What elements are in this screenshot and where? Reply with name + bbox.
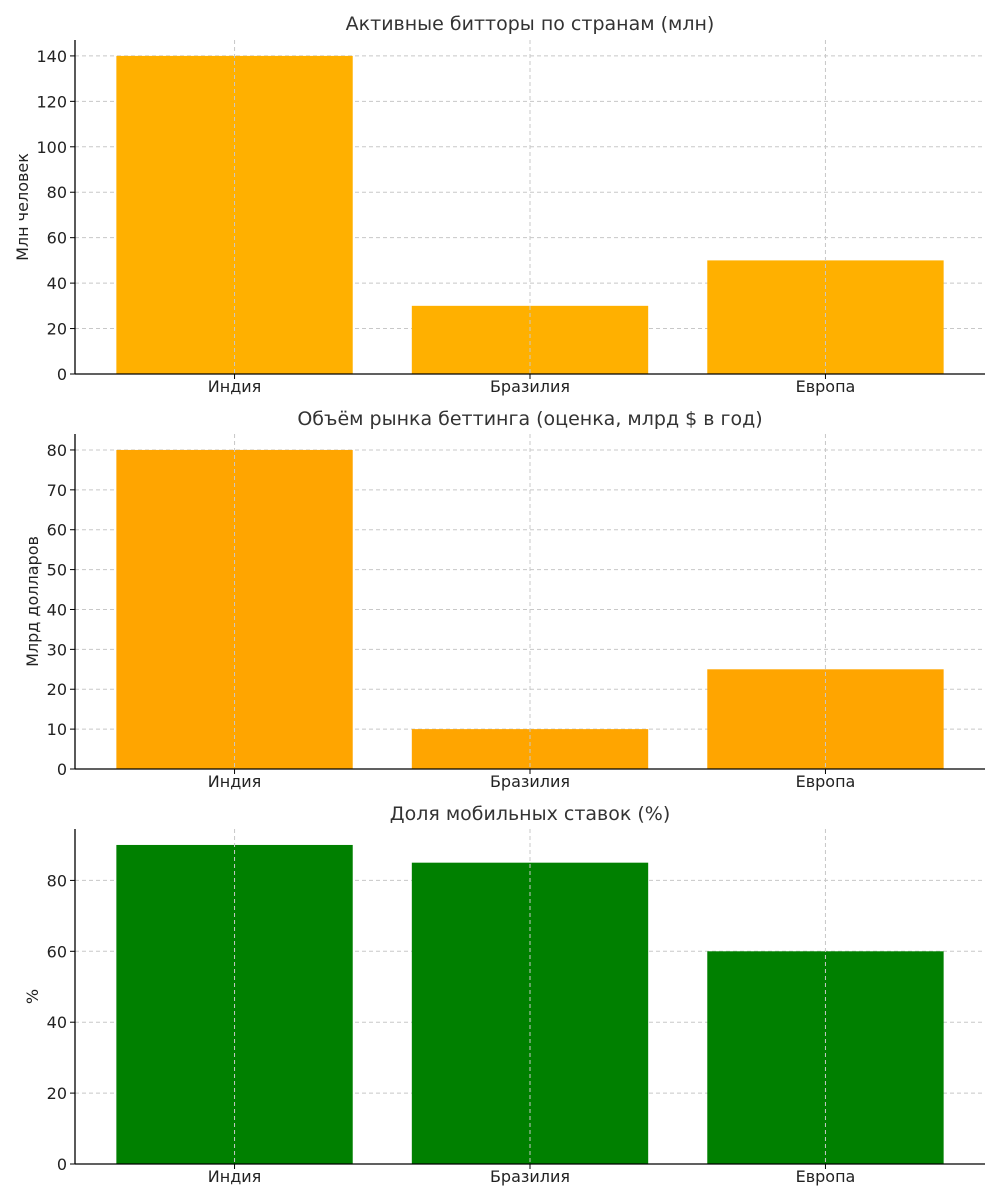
y-tick-label: 100: [36, 138, 67, 157]
chart-market-volume: Объём рынка беттинга (оценка, млрд $ в г…: [23, 408, 985, 791]
x-tick-label: Бразилия: [490, 772, 570, 791]
y-tick-label: 40: [47, 274, 67, 293]
x-tick-label: Европа: [796, 377, 856, 396]
y-tick-label: 20: [47, 320, 67, 339]
x-tick-label: Индия: [208, 1167, 262, 1186]
x-tick-label: Европа: [796, 1167, 856, 1186]
y-axis-label: Млн человек: [13, 153, 32, 261]
chart-title: Активные битторы по странам (млн): [346, 13, 715, 35]
y-tick-label: 50: [47, 561, 67, 580]
chart-title: Доля мобильных ставок (%): [390, 803, 671, 825]
y-tick-label: 20: [47, 680, 67, 699]
x-tick-label: Индия: [208, 377, 262, 396]
y-tick-label: 0: [57, 760, 67, 779]
x-tick-label: Индия: [208, 772, 262, 791]
y-tick-label: 0: [57, 365, 67, 384]
chart-title: Объём рынка беттинга (оценка, млрд $ в г…: [297, 408, 762, 430]
y-tick-label: 140: [36, 47, 67, 66]
x-tick-label: Бразилия: [490, 1167, 570, 1186]
y-tick-label: 80: [47, 871, 67, 890]
y-tick-label: 30: [47, 640, 67, 659]
y-axis-label: Млрд долларов: [23, 536, 42, 667]
chart-active-bettors: Активные битторы по странам (млн) Млн чел…: [13, 13, 985, 396]
x-tick-label: Европа: [796, 772, 856, 791]
y-tick-label: 40: [47, 1013, 67, 1032]
y-tick-label: 60: [47, 942, 67, 961]
y-tick-label: 80: [47, 183, 67, 202]
y-tick-label: 80: [47, 441, 67, 460]
y-tick-label: 20: [47, 1084, 67, 1103]
y-tick-label: 10: [47, 720, 67, 739]
bar-3: [707, 669, 944, 769]
y-tick-label: 120: [36, 92, 67, 111]
y-tick-label: 40: [47, 600, 67, 619]
chart-mobile-share: Доля мобильных ставок (%)% 0 20 40 60 80 Индия…: [23, 803, 985, 1186]
y-tick-label: 60: [47, 521, 67, 540]
x-tick-label: Бразилия: [490, 377, 570, 396]
y-axis-label: %: [23, 989, 42, 1004]
y-tick-label: 0: [57, 1155, 67, 1174]
y-tick-label: 60: [47, 229, 67, 248]
y-tick-label: 70: [47, 481, 67, 500]
